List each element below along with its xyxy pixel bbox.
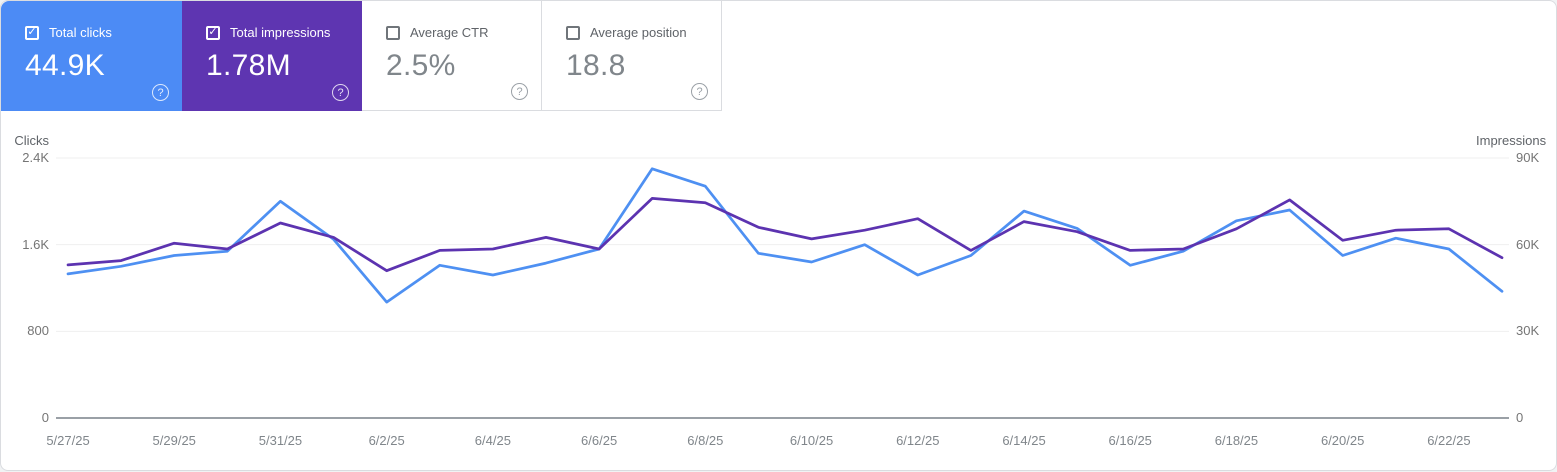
help-icon[interactable]: ? [691, 83, 708, 100]
date-label: 5/27/25 [46, 433, 90, 448]
metric-card-total-clicks[interactable]: Total clicks 44.9K ? [1, 1, 182, 111]
right-axis-title: Impressions [1476, 133, 1547, 148]
date-label: 6/20/25 [1320, 433, 1365, 448]
axis-tick-label: 800 [27, 323, 49, 339]
clicks-line[interactable] [66, 167, 1504, 304]
total-impressions-checkbox[interactable] [206, 25, 220, 40]
left-axis-title: Clicks [14, 133, 49, 148]
date-label: 6/16/25 [1108, 433, 1152, 448]
metric-card-label: Total impressions [230, 25, 331, 40]
metric-card-label: Average position [590, 25, 687, 40]
axis-tick-label: 2.4K [22, 150, 49, 165]
axis-tick-label: 0 [1516, 410, 1524, 425]
date-label: 5/31/25 [258, 433, 303, 448]
metric-card-value: 18.8 [566, 49, 626, 82]
average-ctr-checkbox[interactable] [386, 25, 400, 40]
metric-card-header: Total impressions [206, 25, 330, 40]
axis-tick-label: 1.6K [22, 236, 49, 252]
metric-card-average-position[interactable]: Average position 18.8 ? [542, 1, 722, 111]
date-label: 6/14/25 [1002, 433, 1046, 448]
date-label: 6/6/25 [581, 433, 618, 448]
date-label: 6/18/25 [1214, 433, 1259, 448]
metric-card-label: Average CTR [410, 25, 489, 40]
metric-card-value: 44.9K [25, 49, 105, 82]
help-icon[interactable]: ? [332, 84, 349, 101]
metric-card-average-ctr[interactable]: Average CTR 2.5% ? [362, 1, 542, 111]
help-icon[interactable]: ? [511, 83, 528, 100]
date-label: 6/8/25 [687, 433, 724, 448]
date-label: 6/4/25 [474, 433, 511, 448]
chart-area: Clicks Impressions 0 800 1.6K 2.4K 0 30K 60K 90… [1, 111, 1557, 472]
metric-card-label: Total clicks [49, 25, 112, 40]
help-icon[interactable]: ? [152, 84, 169, 101]
date-label: 5/29/25 [152, 433, 196, 448]
axis-tick-label: 60K [1516, 236, 1540, 252]
impressions-line[interactable] [66, 197, 1504, 273]
axis-tick-label: 30K [1516, 323, 1540, 339]
metric-card-header: Average position [566, 25, 687, 40]
metric-card-value: 2.5% [386, 49, 456, 82]
metric-cards-row: Total clicks 44.9K ? Total impressions 1… [1, 1, 722, 111]
metric-card-value: 1.78M [206, 49, 291, 82]
date-label: 6/12/25 [896, 433, 940, 448]
average-position-checkbox[interactable] [566, 25, 580, 40]
date-label: 6/2/25 [368, 433, 405, 448]
metric-card-header: Average CTR [386, 25, 489, 40]
axis-tick-label: 90K [1516, 150, 1540, 165]
axis-tick-label: 0 [41, 410, 49, 425]
date-label: 6/10/25 [789, 433, 834, 448]
metric-card-total-impressions[interactable]: Total impressions 1.78M ? [182, 1, 362, 111]
total-clicks-checkbox[interactable] [25, 25, 39, 40]
metric-card-header: Total clicks [25, 25, 112, 40]
date-label: 6/22/25 [1427, 433, 1471, 448]
